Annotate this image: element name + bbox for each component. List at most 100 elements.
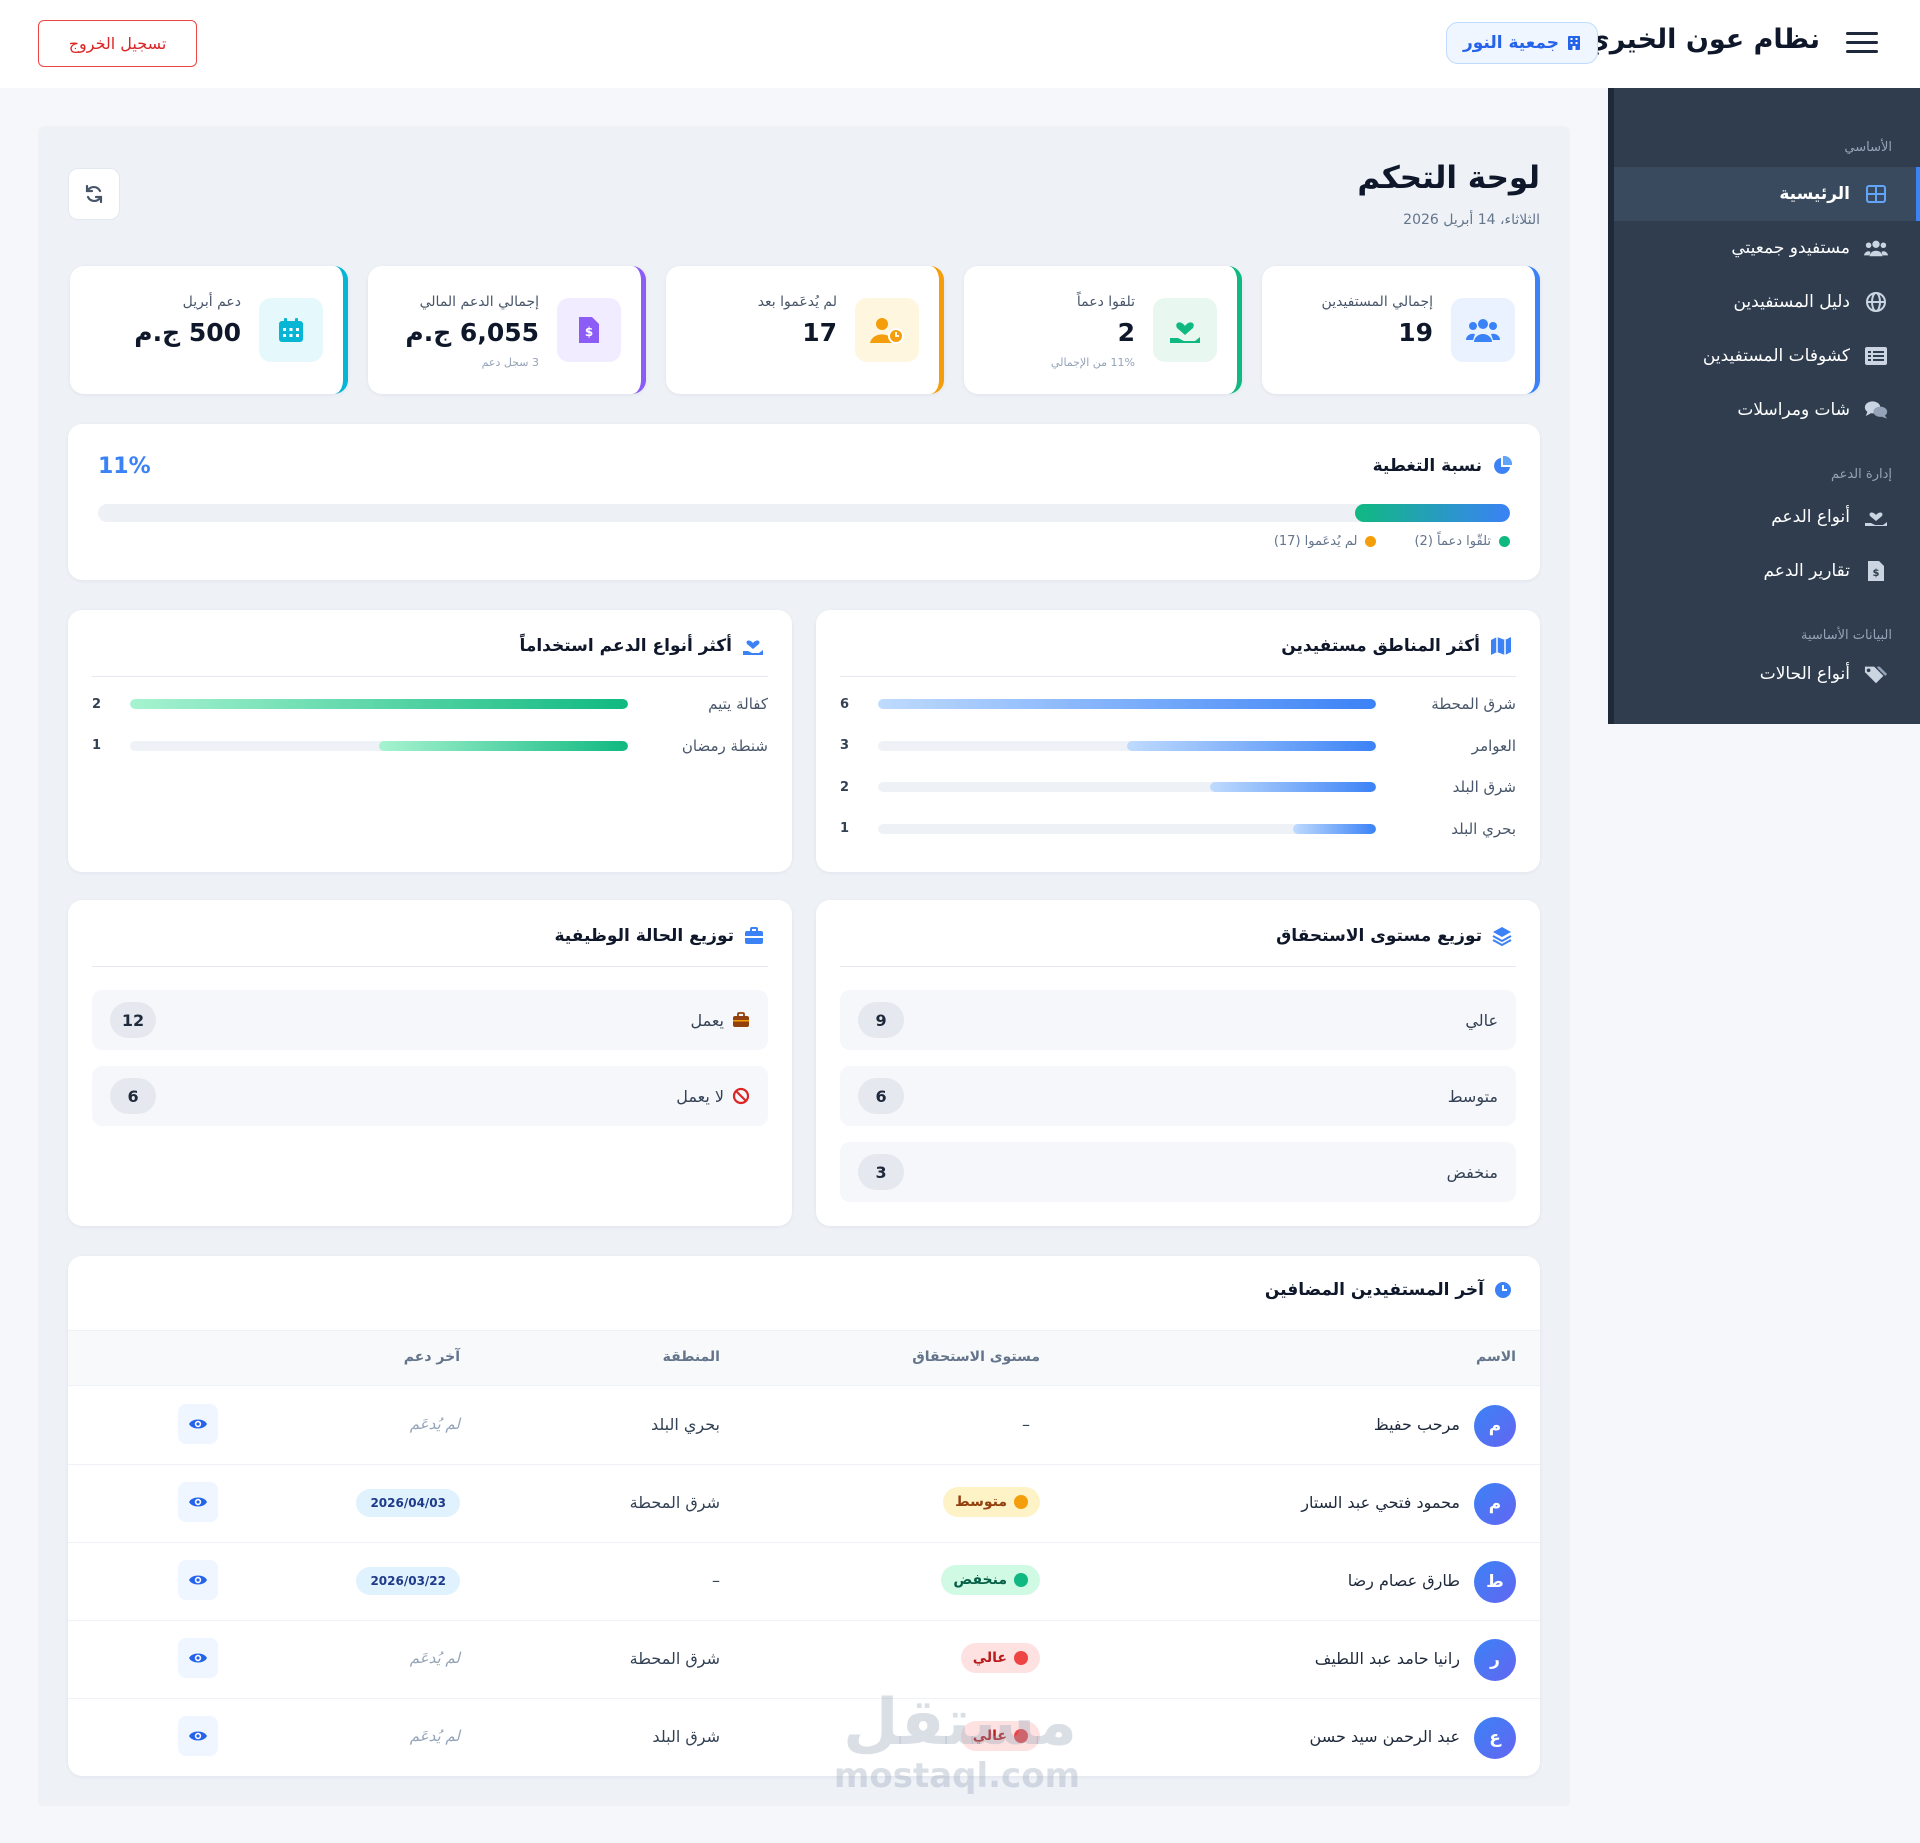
eligibility-badge-label: متوسط <box>955 1494 1007 1510</box>
employment-row-not-working: لا يعمل 6 <box>92 1066 768 1126</box>
stat-card-supported: تلقوا دعماً 2 11% من الإجمالي <box>964 266 1242 394</box>
divider <box>92 966 768 967</box>
support-type-bar-fill <box>379 740 628 751</box>
coverage-card: نسبة التغطية 11% تلقّوا دعماً (2) لم يُد… <box>68 424 1540 580</box>
employment-title-label: توزيع الحالة الوظيفية <box>554 926 734 946</box>
stat-label: تلقوا دعماً <box>1076 294 1135 310</box>
coverage-progress-fill <box>1354 504 1510 522</box>
eligibility-badge-label: عالي <box>972 1650 1007 1666</box>
eligibility-title: توزيع مستوى الاستحقاق <box>1276 926 1512 946</box>
region: بحري البلد <box>650 1415 720 1434</box>
file-invoice-icon: $ <box>1864 559 1888 583</box>
sidebar-item-label: أنواع الدعم <box>1771 507 1850 527</box>
view-button[interactable] <box>178 1404 218 1444</box>
employment-distribution-card: توزيع الحالة الوظيفية يعمل 12 لا يعمل 6 <box>68 900 792 1226</box>
org-badge-label: جمعية النور <box>1462 33 1559 53</box>
column-header-region: المنطقة <box>662 1349 720 1365</box>
column-header-name: الاسم <box>1476 1349 1516 1365</box>
eligibility-distribution-card: توزيع مستوى الاستحقاق عالي 9 متوسط 6 منخ… <box>816 900 1540 1226</box>
divider <box>840 966 1516 967</box>
region: شرق المحطة <box>629 1649 720 1668</box>
not-supported-text: لم يُدعَم <box>409 1415 460 1433</box>
sidebar-item-support-reports[interactable]: $ تقارير الدعم <box>1614 544 1920 598</box>
view-button[interactable] <box>178 1638 218 1678</box>
region-bar-track <box>878 740 1376 751</box>
region-bar-track <box>878 699 1376 709</box>
table-row: ع عبد الرحمن سيد حسن عالي شرق البلد لم يُدعَ… <box>68 1699 1540 1776</box>
globe-icon <box>1864 290 1888 314</box>
eligibility-badge-label: منخفض <box>953 1572 1007 1588</box>
support-type-bar-track <box>130 699 628 709</box>
sidebar-item-label: مستفيدو جمعيتي <box>1731 238 1850 258</box>
employment-label: لا يعمل <box>676 1087 750 1106</box>
support-type-bar-row: كفالة يتيم 2 <box>92 692 768 716</box>
view-button[interactable] <box>178 1482 218 1522</box>
eligibility-badge: عالي <box>960 1643 1040 1673</box>
stat-label: إجمالي المستفيدين <box>1321 294 1433 310</box>
legend-supported-label: تلقّوا دعماً (2) <box>1414 534 1491 549</box>
hamburger-menu-icon[interactable] <box>1846 32 1878 54</box>
support-type-bar-label: شنطة رمضان <box>681 736 768 755</box>
users-icon <box>1451 298 1515 362</box>
region-bar-row: شرق المحطة 6 <box>840 692 1516 716</box>
users-icon <box>1864 236 1888 260</box>
svg-text:$: $ <box>1873 568 1880 579</box>
sidebar-item-chat[interactable]: شات ومراسلات <box>1614 383 1920 437</box>
support-type-bar-track <box>130 740 628 751</box>
layers-icon <box>1492 927 1512 946</box>
divider <box>92 676 768 677</box>
org-badge: جمعية النور <box>1445 22 1598 64</box>
refresh-button[interactable] <box>68 168 120 220</box>
status-dot <box>1014 1573 1028 1587</box>
sidebar-item-home[interactable]: الرئيسية <box>1614 167 1920 221</box>
page-title: لوحة التحكم <box>1357 160 1540 196</box>
region-bar-value: 6 <box>840 696 850 712</box>
employment-label: يعمل <box>690 1011 750 1030</box>
chat-icon <box>1864 398 1888 422</box>
eligibility-badge-label: عالي <box>972 1728 1007 1744</box>
sidebar-item-lists[interactable]: كشوفات المستفيدين <box>1614 329 1920 383</box>
divider <box>840 676 1516 677</box>
top-bar: نظام عون الخيري جمعية النور تسجيل الخروج <box>0 0 1920 88</box>
table-header: الاسم مستوى الاستحقاق المنطقة آخر دعم <box>68 1330 1540 1386</box>
sidebar-item-support-types[interactable]: أنواع الدعم <box>1614 490 1920 544</box>
sidebar-item-label: تقارير الدعم <box>1763 561 1850 581</box>
coverage-progress-track <box>98 504 1510 522</box>
column-header-level: مستوى الاستحقاق <box>912 1349 1040 1365</box>
support-type-bar-value: 2 <box>92 696 102 712</box>
region-bar-label: شرق البلد <box>1452 778 1516 796</box>
eye-icon <box>189 1497 207 1507</box>
briefcase-icon <box>733 1012 749 1027</box>
sidebar-item-directory[interactable]: دليل المستفيدين <box>1614 275 1920 329</box>
stat-label: لم يُدعَموا بعد <box>757 294 837 310</box>
clock-icon <box>1495 1282 1511 1298</box>
eligibility-title-label: توزيع مستوى الاستحقاق <box>1276 926 1482 946</box>
region-bar-label: العوامر <box>1471 736 1516 755</box>
hand-heart-icon <box>743 640 763 655</box>
eligibility-row-medium: متوسط 6 <box>840 1066 1516 1126</box>
main-content: لوحة التحكم الثلاثاء، 14 أبريل 2026 إجما… <box>38 126 1570 1806</box>
eligibility-badge: متوسط <box>943 1487 1040 1517</box>
sidebar-item-case-types[interactable]: أنواع الحالات <box>1614 647 1920 701</box>
logout-button[interactable]: تسجيل الخروج <box>38 20 197 67</box>
view-button[interactable] <box>178 1560 218 1600</box>
beneficiary-name: طارق عصام رضا <box>1347 1571 1460 1590</box>
avatar: ع <box>1474 1717 1516 1759</box>
eligibility-label: عالي <box>1465 1010 1498 1030</box>
last-support-date: 2026/03/22 <box>356 1567 460 1595</box>
beneficiary-name: محمود فتحي عبد الستار <box>1301 1493 1460 1512</box>
region-bar-fill <box>1127 740 1376 751</box>
region: شرق المحطة <box>629 1493 720 1512</box>
employment-label-text: لا يعمل <box>676 1086 724 1106</box>
support-type-bar-label: كفالة يتيم <box>708 695 768 713</box>
sidebar-item-my-beneficiaries[interactable]: مستفيدو جمعيتي <box>1614 221 1920 275</box>
beneficiary-name: مرحب حفيظ <box>1373 1415 1460 1434</box>
sidebar-item-label: شات ومراسلات <box>1737 400 1850 420</box>
support-type-bar-fill <box>130 699 628 709</box>
tags-icon <box>1864 662 1888 686</box>
region-bar-track <box>878 782 1376 792</box>
region-bar-fill <box>1210 782 1376 792</box>
latest-beneficiaries-title-label: آخر المستفيدين المضافين <box>1264 1280 1484 1300</box>
table-row: م مرحب حفيظ – بحري البلد لم يُدعَم <box>68 1387 1540 1465</box>
view-button[interactable] <box>178 1716 218 1756</box>
